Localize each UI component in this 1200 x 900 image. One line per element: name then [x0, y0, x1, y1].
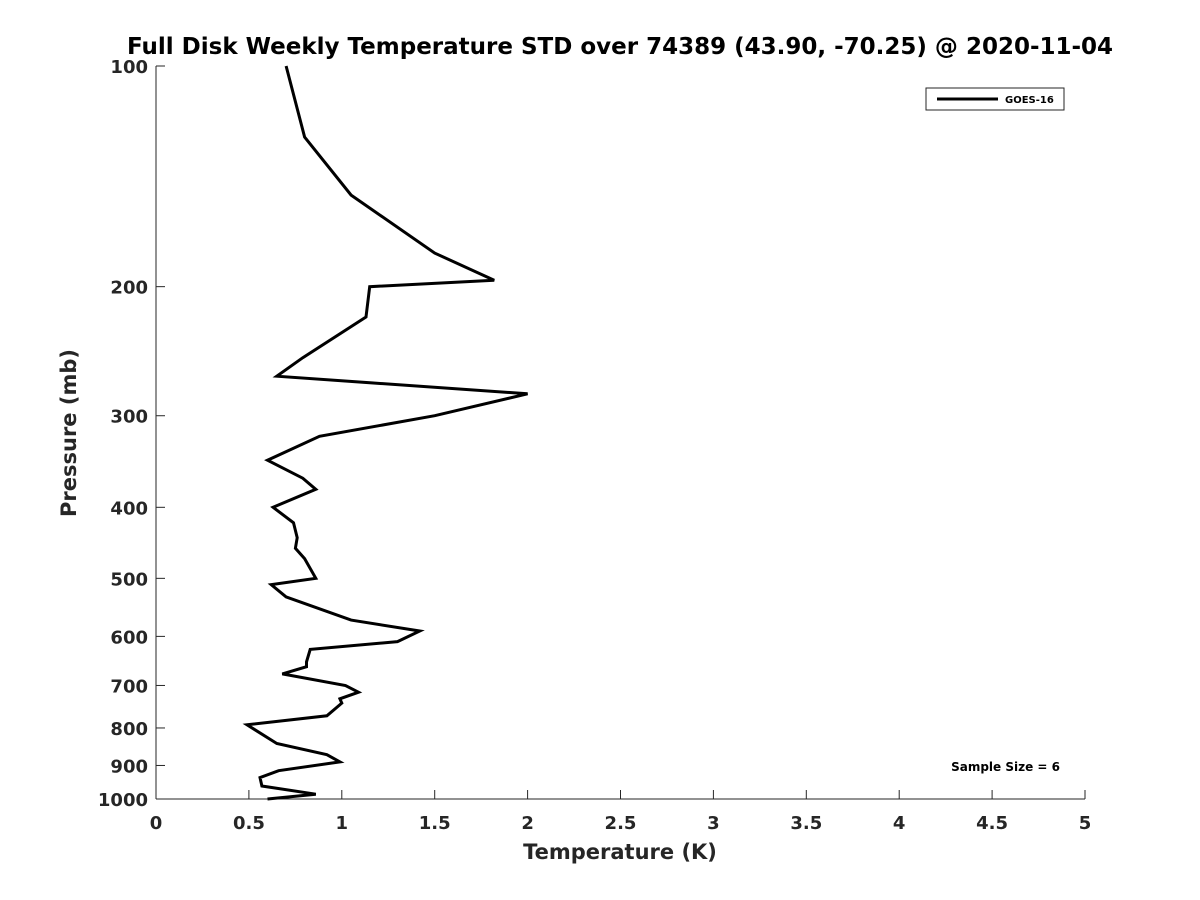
plot-axes	[155, 66, 1085, 800]
legend: GOES-16	[925, 87, 1065, 111]
sample-size-annotation: Sample Size = 6	[951, 760, 1060, 774]
y-tick-label: 200	[110, 278, 148, 299]
series-layer	[242, 65, 528, 801]
x-tick-group: 0 0.5 1 1.5 2 2.5 3 3.5 4 4.5 5	[150, 790, 1092, 834]
y-tick-label: 700	[110, 676, 148, 697]
x-tick-label: 4	[893, 813, 906, 834]
x-tick-label: 3	[707, 813, 720, 834]
y-tick-label: 900	[110, 756, 148, 777]
chart-title: Full Disk Weekly Temperature STD over 74…	[127, 34, 1113, 60]
y-axis-label: Pressure (mb)	[57, 349, 81, 517]
y-tick-label: 1000	[98, 790, 148, 811]
y-tick-label: 800	[110, 719, 148, 740]
y-tick-label: 400	[110, 498, 148, 519]
x-tick-label: 0	[150, 813, 163, 834]
x-tick-label: 0.5	[233, 813, 265, 834]
x-tick-label: 2.5	[605, 813, 637, 834]
x-tick-label: 5	[1079, 813, 1092, 834]
x-tick-label: 4.5	[976, 813, 1008, 834]
y-tick-label: 500	[110, 569, 148, 590]
y-tick-label: 600	[110, 627, 148, 648]
x-axis-label: Temperature (K)	[523, 840, 717, 864]
y-tick-group: 100 200 300 400 500 600 700 800 900 1000	[98, 57, 165, 811]
legend-label-goes-16: GOES-16	[1005, 95, 1054, 106]
y-tick-label: 100	[110, 57, 148, 78]
x-tick-label: 3.5	[790, 813, 822, 834]
x-tick-label: 1	[336, 813, 349, 834]
series-line-goes-16	[242, 65, 528, 801]
x-tick-label: 1.5	[419, 813, 451, 834]
y-tick-label: 300	[110, 407, 148, 428]
x-tick-label: 2	[521, 813, 534, 834]
